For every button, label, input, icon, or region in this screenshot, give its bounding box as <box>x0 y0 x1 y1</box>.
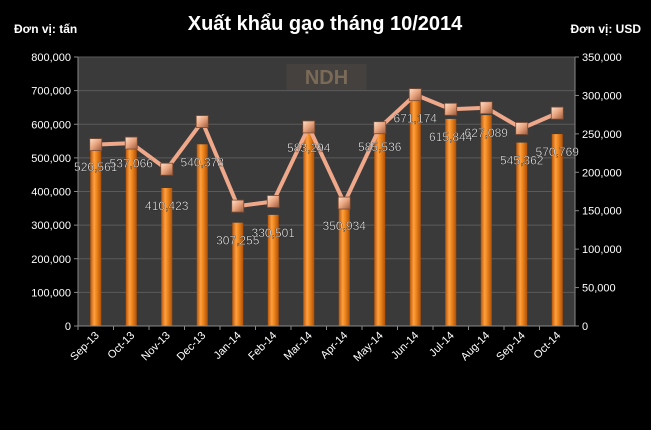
right-axis-tick-label: 300,000 <box>582 90 622 102</box>
bar-data-label: 671,174 <box>394 111 438 125</box>
watermark-layer: NDH <box>286 64 367 90</box>
usd-series-marker <box>479 101 493 115</box>
x-axis-tick-label: Oct-14 <box>532 330 564 362</box>
bar <box>516 142 528 326</box>
bar-data-label: 540,378 <box>181 155 225 169</box>
x-axis-tick-label: Nov-13 <box>139 330 173 364</box>
usd-series-marker <box>89 138 103 152</box>
bar <box>125 145 137 326</box>
x-axis-tick-label: Oct-13 <box>106 330 138 362</box>
usd-series-marker <box>302 120 316 134</box>
bar-data-label: 615,844 <box>429 130 473 144</box>
bar-data-label: 526,561 <box>74 160 118 174</box>
bar-data-label: 410,423 <box>145 199 189 213</box>
chart-title: Xuất khẩu gạo tháng 10/2014 <box>188 13 463 35</box>
usd-series-marker <box>231 199 245 213</box>
left-axis-tick-label: 200,000 <box>31 254 71 266</box>
bar-data-label: 330,501 <box>252 226 296 240</box>
right-axis-tick-label: 0 <box>582 321 588 333</box>
bar <box>196 144 208 326</box>
right-axis-tick-label: 200,000 <box>582 167 622 179</box>
x-axis-tick-label: Aug-14 <box>459 330 493 364</box>
bar-layer <box>90 100 563 326</box>
x-axis-tick-label: Dec-13 <box>175 330 209 364</box>
usd-series-marker <box>337 196 351 210</box>
usd-series-marker <box>550 106 564 120</box>
watermark-logo-box <box>286 64 367 90</box>
bar-data-label: 545,362 <box>500 154 544 168</box>
left-axis-tick-label: 800,000 <box>31 52 71 64</box>
bar-data-label: 627,089 <box>465 126 509 140</box>
right-axis-tick-label: 100,000 <box>582 244 622 256</box>
usd-series-marker <box>444 102 458 116</box>
bar <box>161 187 173 326</box>
bar <box>90 148 102 326</box>
right-axis-tick-label: 250,000 <box>582 129 622 141</box>
x-axis-tick-label: Jun-14 <box>389 330 421 362</box>
x-axis-tick-label: May-14 <box>351 330 385 364</box>
bar-data-label: 537,066 <box>110 156 154 170</box>
usd-series-marker <box>373 121 387 135</box>
bar-data-label: 585,536 <box>358 140 402 154</box>
x-axis-tick-label: Sep-14 <box>494 330 528 364</box>
x-axis-tick-label: Apr-14 <box>319 330 351 362</box>
x-axis-tick-label: Mar-14 <box>282 330 315 363</box>
bar-data-label: 570,769 <box>536 145 580 159</box>
right-axis-tick-label: 350,000 <box>582 52 622 64</box>
x-axis-tick-label: Jan-14 <box>212 330 244 362</box>
bar <box>445 118 457 326</box>
left-axis-tick-label: 0 <box>65 321 71 333</box>
bar <box>374 129 386 326</box>
usd-series-marker <box>515 122 529 135</box>
left-axis-tick-label: 600,000 <box>31 119 71 131</box>
usd-series-marker <box>408 88 422 102</box>
left-axis-tick-label: 300,000 <box>31 220 71 232</box>
watermark-logo: NDH <box>305 67 348 89</box>
usd-series-marker <box>160 162 174 176</box>
left-axis-unit-label: Đơn vị: tấn <box>14 22 77 36</box>
bar <box>303 129 315 326</box>
left-axis-tick-label: 500,000 <box>31 153 71 165</box>
usd-series-marker <box>195 115 209 128</box>
bar <box>480 115 492 326</box>
bar-data-label: 583,294 <box>287 141 331 155</box>
bar <box>232 222 244 326</box>
usd-series-marker <box>124 136 138 150</box>
x-axis-tick-label: Jul-14 <box>427 330 457 360</box>
left-axis-tick-label: 700,000 <box>31 86 71 98</box>
x-axis-tick-label: Feb-14 <box>246 330 279 363</box>
bar <box>338 207 350 326</box>
bar <box>409 100 421 326</box>
bar <box>551 134 563 326</box>
right-axis-unit-label: Đơn vị: USD <box>570 22 641 36</box>
line-layer <box>89 88 564 213</box>
left-axis-tick-label: 400,000 <box>31 187 71 199</box>
right-axis-tick-label: 150,000 <box>582 206 622 218</box>
bar-data-label: 307,255 <box>216 234 260 248</box>
usd-series-marker <box>266 195 280 208</box>
right-axis-tick-label: 50,000 <box>582 283 616 295</box>
x-axis-tick-label: Sep-13 <box>68 330 102 364</box>
left-axis-tick-label: 100,000 <box>31 287 71 299</box>
bar <box>267 214 279 326</box>
bar-data-label: 350,934 <box>323 219 367 233</box>
